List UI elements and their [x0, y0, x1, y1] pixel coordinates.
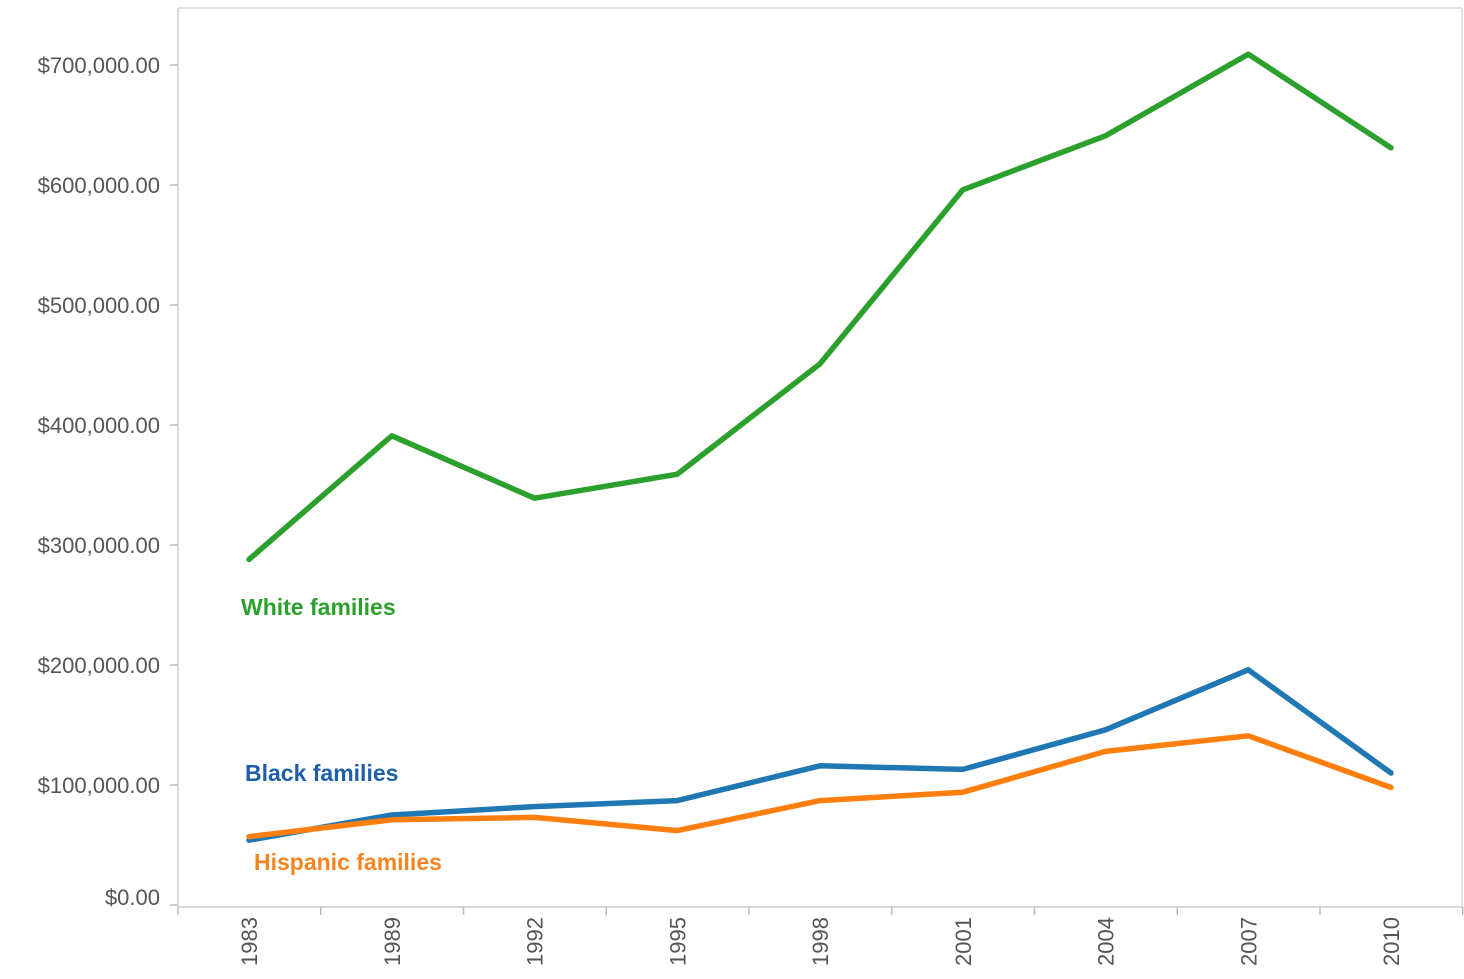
x-tick-label: 1998 — [808, 917, 833, 966]
x-tick-label: 2007 — [1236, 917, 1261, 966]
x-axis: 1983 1989 1992 1995 1998 2001 2004 2007 2010 — [177, 907, 1464, 966]
series-label-black-families: Black families — [245, 760, 398, 786]
y-tick-label: $300,000.00 — [38, 533, 160, 558]
y-tick-label: $500,000.00 — [38, 293, 160, 318]
series-labels: White families Black families Hispanic f… — [241, 594, 442, 875]
x-tick-label: 1995 — [665, 917, 690, 966]
y-tick-label: $100,000.00 — [38, 773, 160, 798]
plot-frame — [177, 7, 1463, 908]
series-lines — [246, 51, 1394, 843]
x-tick-label: 2010 — [1379, 917, 1404, 966]
y-tick-label: $0.00 — [105, 885, 160, 910]
x-tick-label: 1989 — [380, 917, 405, 966]
series-line-hispanic-families — [246, 733, 1394, 840]
y-tick-label: $200,000.00 — [38, 653, 160, 678]
x-tick-label: 1992 — [523, 917, 548, 966]
x-tick-label: 2004 — [1094, 917, 1119, 966]
series-label-white-families: White families — [241, 594, 396, 620]
x-tick-label: 2001 — [951, 917, 976, 966]
series-line-white-families — [246, 51, 1394, 563]
series-label-hispanic-families: Hispanic families — [254, 849, 442, 875]
x-tick-label: 1983 — [237, 917, 262, 966]
y-tick-label: $400,000.00 — [38, 413, 160, 438]
y-tick-label: $700,000.00 — [38, 53, 160, 78]
series-line-black-families — [246, 667, 1394, 843]
y-axis: $0.00 $100,000.00 $200,000.00 $300,000.00 $4… — [38, 53, 178, 910]
y-tick-label: $600,000.00 — [38, 173, 160, 198]
